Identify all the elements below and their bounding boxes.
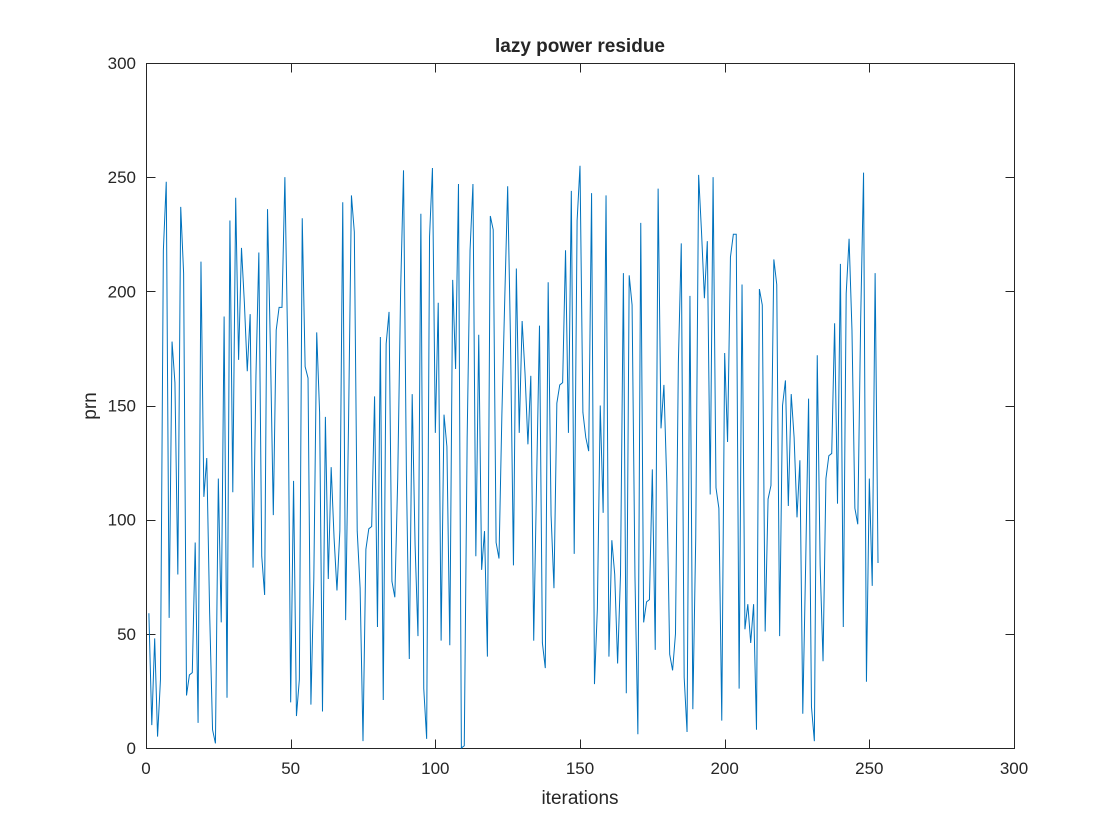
y-axis-label: prn — [80, 392, 101, 419]
x-tick-label: 0 — [141, 759, 150, 778]
x-tick-label: 100 — [421, 759, 449, 778]
chart-title: lazy power residue — [495, 36, 665, 57]
x-tick-label: 250 — [855, 759, 883, 778]
x-axis-label: iterations — [541, 788, 618, 809]
series-line-prn — [148, 165, 879, 750]
x-tick-label: 300 — [1000, 759, 1028, 778]
y-tick-label: 200 — [108, 282, 136, 301]
y-tick-label: 100 — [108, 511, 136, 530]
y-tick-label: 50 — [117, 625, 136, 644]
x-tick-label: 50 — [281, 759, 300, 778]
y-tick-label: 0 — [127, 739, 136, 758]
tick-label-group: 0 50 100 150 200 250 300 0 50 100 150 200 250 300 — [108, 54, 1029, 778]
y-tick-label: 150 — [108, 397, 136, 416]
x-tick-label: 200 — [710, 759, 738, 778]
x-tick-label: 150 — [566, 759, 594, 778]
y-tick-label: 250 — [108, 168, 136, 187]
y-tick-label: 300 — [108, 54, 136, 73]
tick-group — [146, 63, 1015, 749]
